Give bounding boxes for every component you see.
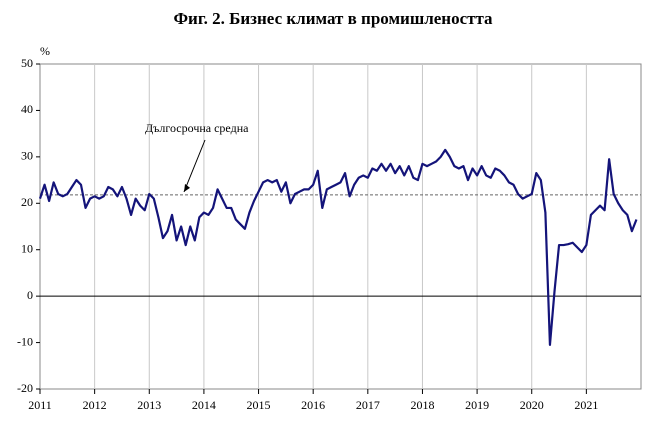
y-tick-label: 0 — [27, 288, 33, 302]
y-tick-label: 50 — [21, 56, 33, 70]
annotation: Дългосрочна средна — [145, 121, 249, 135]
y-tick-label: 30 — [21, 149, 33, 163]
x-tick-label: 2019 — [465, 398, 489, 412]
y-axis-label: % — [40, 44, 50, 58]
x-tick-label: 2020 — [520, 398, 544, 412]
x-tick-label: 2016 — [301, 398, 325, 412]
chart-title: Фиг. 2. Бизнес климат в промишлеността — [173, 9, 493, 28]
arrow-head — [184, 183, 190, 192]
y-tick-label: 20 — [21, 195, 33, 209]
x-tick-label: 2021 — [574, 398, 598, 412]
x-tick-label: 2018 — [410, 398, 434, 412]
x-tick-label: 2014 — [192, 398, 216, 412]
x-tick-label: 2013 — [137, 398, 161, 412]
x-tick-label: 2012 — [83, 398, 107, 412]
x-tick-label: 2015 — [247, 398, 271, 412]
y-tick-label: -10 — [17, 334, 33, 348]
x-tick-label: 2011 — [28, 398, 52, 412]
data-line — [38, 148, 638, 346]
y-tick-label: 40 — [21, 102, 33, 116]
x-tick-label: 2017 — [356, 398, 380, 412]
y-tick-label: 10 — [21, 241, 33, 255]
y-tick-label: -20 — [17, 381, 33, 395]
plot-area — [39, 63, 642, 390]
annotation-arrow — [183, 139, 206, 193]
